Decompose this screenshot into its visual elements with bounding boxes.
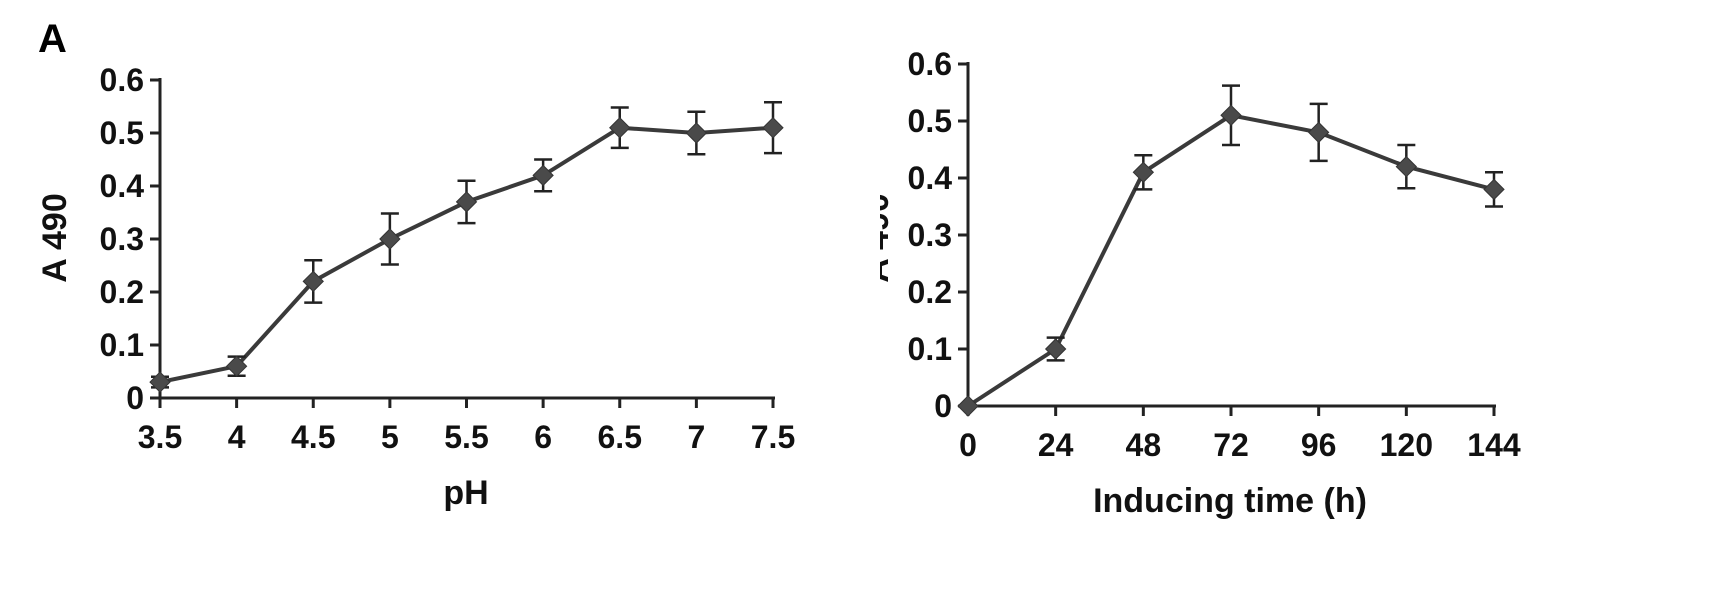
chart-b-x-tick-label: 48 (1126, 427, 1162, 463)
x-axis-title-a: pH (443, 474, 488, 512)
chart-b-y-tick-label: 0.6 (908, 46, 952, 82)
panel-a-ph-chart: A A 490 pH 0 0.1 0.2 0.3 0.4 0.5 0.6 3.5 4 4.5 5 5.… (36, 17, 795, 512)
chart-a-y-tick-label: 0.3 (100, 221, 144, 257)
chart-a-x-tick-label: 4 (228, 419, 246, 455)
chart-a-y-tick-label: 0.1 (100, 327, 144, 363)
chart-a-x-tick-label: 5 (381, 419, 399, 455)
chart-a-data-point (685, 122, 708, 144)
chart-b-x-tick-label: 144 (1467, 427, 1521, 463)
chart-a-data-point (609, 116, 631, 139)
chart-b-data-point (1483, 178, 1505, 201)
chart-b-data-point (1044, 338, 1067, 360)
chart-b-y-tick-label: 0.1 (908, 331, 952, 367)
chart-a-x-tick-label: 5.5 (444, 419, 488, 455)
chart-b-data-point (1395, 155, 1418, 178)
y-axis-title-b: A 490 (880, 193, 896, 282)
chart-a-data-point (762, 116, 784, 139)
y-axis-title-a: A 490 (36, 193, 74, 282)
chart-a-x-tick-label: 4.5 (291, 419, 335, 455)
chart-a-data-point (379, 228, 401, 250)
chart-b-x-tick-label: 72 (1213, 427, 1249, 463)
chart-b-data-point (1132, 161, 1155, 184)
panel-label-a: A (38, 17, 67, 61)
chart-b-y-tick-label: 0.2 (908, 274, 952, 310)
chart-b-series-line (966, 113, 1495, 408)
chart-b-x-tick-label: 120 (1380, 427, 1433, 463)
chart-b-svg: B A 490 Inducing time (h) 00.10.20.30.40… (880, 46, 1521, 520)
chart-b-x-tick-label: 0 (959, 427, 977, 463)
chart-b-data-point (1307, 121, 1330, 144)
chart-a-data-point (455, 191, 478, 213)
chart-a-y-tick-label: 0.5 (100, 115, 144, 151)
chart-a-data-point (302, 270, 324, 293)
chart-a-x-tick-label: 7 (687, 419, 705, 455)
chart-b-data-point (1220, 104, 1242, 127)
chart-b-data-point (957, 395, 979, 417)
chart-a-data-point (532, 164, 554, 187)
chart-a-series-line (159, 125, 774, 385)
chart-a-x-tick-label: 3.5 (138, 419, 182, 455)
chart-a-x-tick-label: 6.5 (598, 419, 642, 455)
chart-b-y-tick-label: 0 (934, 388, 952, 424)
chart-b-x-tick-label: 24 (1038, 427, 1074, 463)
chart-b-y-tick-label: 0.5 (908, 103, 952, 139)
chart-a-y-tick-label: 0.4 (100, 168, 145, 204)
panel-b-time-chart: B A 490 Inducing time (h) 00.10.20.30.40… (880, 0, 1718, 608)
chart-a-svg: A A 490 pH 0 0.1 0.2 0.3 0.4 0.5 0.6 3.5 4 4.5 5 5.… (36, 17, 795, 512)
chart-b-y-tick-label: 0.4 (908, 160, 953, 196)
chart-b-x-tick-label: 96 (1301, 427, 1337, 463)
chart-b-y-tick-label: 0.3 (908, 217, 952, 253)
chart-a-y-tick-label: 0.2 (100, 274, 144, 310)
chart-a-data-point (225, 355, 248, 377)
x-axis-title-b: Inducing time (h) (1093, 482, 1367, 520)
chart-a-data-point (149, 371, 171, 393)
chart-a-x-tick-label: 7.5 (751, 419, 795, 455)
chart-a-y-tick-label: 0 (126, 380, 144, 416)
chart-a-x-tick-label: 6 (534, 419, 552, 455)
chart-a-y-tick-label: 0.6 (100, 62, 144, 98)
